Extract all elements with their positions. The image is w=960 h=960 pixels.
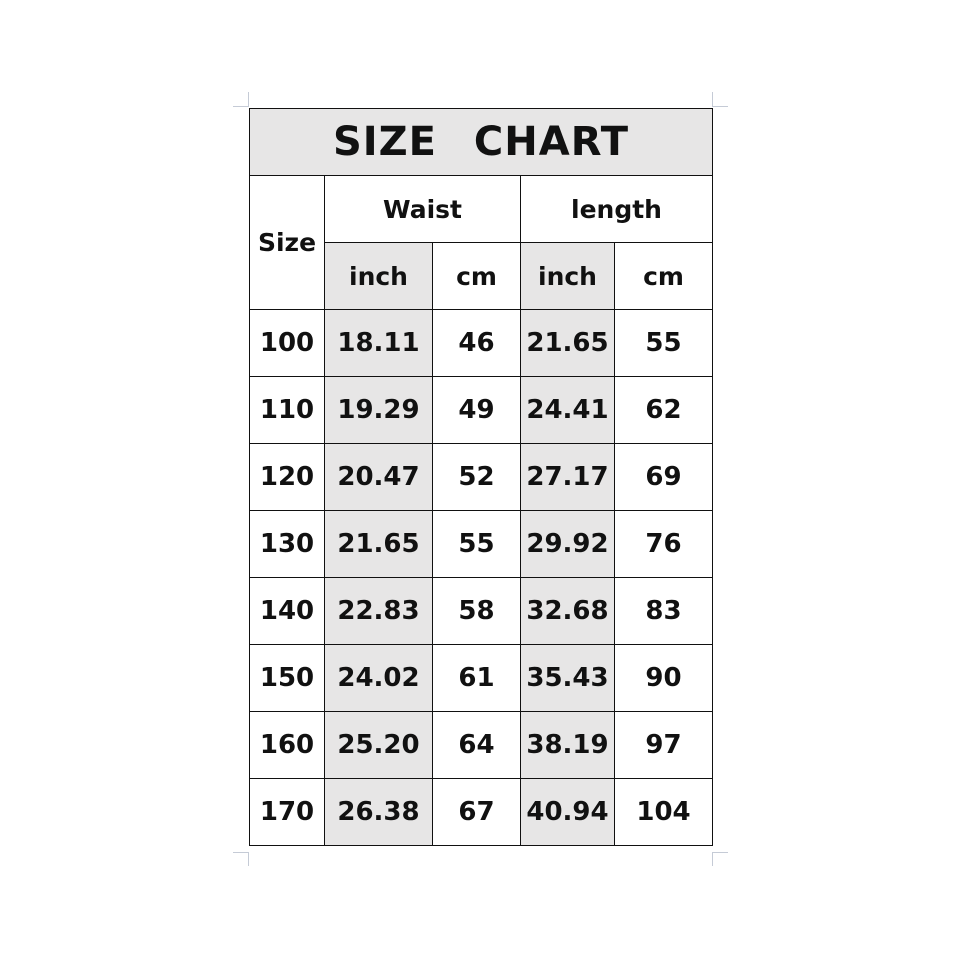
length-cm-cell: 97 <box>614 711 713 779</box>
size-chart-table: SIZE CHART Size Waist length inch cm inc… <box>249 108 713 846</box>
length-inch-header: inch <box>520 242 615 310</box>
waist-cm-cell: 55 <box>432 510 521 578</box>
waist-inch-cell: 21.65 <box>324 510 433 578</box>
waist-cm-cell: 61 <box>432 644 521 712</box>
length-inch-cell: 32.68 <box>520 577 615 645</box>
waist-inch-cell: 25.20 <box>324 711 433 779</box>
length-header: length <box>520 175 713 243</box>
length-cm-cell: 55 <box>614 309 713 377</box>
crop-mark <box>712 852 713 866</box>
waist-cm-cell: 46 <box>432 309 521 377</box>
chart-title: SIZE CHART <box>249 108 713 176</box>
size-cell: 140 <box>249 577 325 645</box>
table-row: 160 25.20 64 38.19 97 <box>249 711 713 779</box>
waist-cm-header: cm <box>432 242 521 310</box>
crop-mark <box>712 106 728 107</box>
length-inch-cell: 21.65 <box>520 309 615 377</box>
length-inch-cell: 40.94 <box>520 778 615 846</box>
table-row: 120 20.47 52 27.17 69 <box>249 443 713 511</box>
size-cell: 150 <box>249 644 325 712</box>
waist-cm-cell: 67 <box>432 778 521 846</box>
waist-inch-cell: 26.38 <box>324 778 433 846</box>
waist-cm-cell: 58 <box>432 577 521 645</box>
size-header: Size <box>249 175 325 310</box>
waist-cm-cell: 64 <box>432 711 521 779</box>
size-cell: 130 <box>249 510 325 578</box>
length-cm-cell: 90 <box>614 644 713 712</box>
crop-mark <box>233 852 249 853</box>
waist-inch-cell: 22.83 <box>324 577 433 645</box>
length-cm-cell: 83 <box>614 577 713 645</box>
length-cm-cell: 62 <box>614 376 713 444</box>
length-inch-cell: 27.17 <box>520 443 615 511</box>
length-inch-cell: 24.41 <box>520 376 615 444</box>
waist-inch-header: inch <box>324 242 433 310</box>
size-cell: 170 <box>249 778 325 846</box>
size-cell: 160 <box>249 711 325 779</box>
table-row: 130 21.65 55 29.92 76 <box>249 510 713 578</box>
length-cm-cell: 69 <box>614 443 713 511</box>
table-row: 150 24.02 61 35.43 90 <box>249 644 713 712</box>
waist-inch-cell: 18.11 <box>324 309 433 377</box>
length-cm-cell: 76 <box>614 510 713 578</box>
length-inch-cell: 35.43 <box>520 644 615 712</box>
crop-mark <box>712 92 713 106</box>
crop-mark <box>233 106 249 107</box>
length-inch-cell: 38.19 <box>520 711 615 779</box>
table-row: 100 18.11 46 21.65 55 <box>249 309 713 377</box>
crop-mark <box>712 852 728 853</box>
crop-mark <box>248 92 249 106</box>
crop-mark <box>248 852 249 866</box>
length-cm-header: cm <box>614 242 713 310</box>
length-cm-cell: 104 <box>614 778 713 846</box>
waist-inch-cell: 20.47 <box>324 443 433 511</box>
table-row: 170 26.38 67 40.94 104 <box>249 778 713 846</box>
waist-inch-cell: 24.02 <box>324 644 433 712</box>
waist-inch-cell: 19.29 <box>324 376 433 444</box>
size-cell: 100 <box>249 309 325 377</box>
waist-header: Waist <box>324 175 521 243</box>
waist-cm-cell: 52 <box>432 443 521 511</box>
size-cell: 120 <box>249 443 325 511</box>
length-inch-cell: 29.92 <box>520 510 615 578</box>
waist-cm-cell: 49 <box>432 376 521 444</box>
size-cell: 110 <box>249 376 325 444</box>
table-row: 140 22.83 58 32.68 83 <box>249 577 713 645</box>
table-row: 110 19.29 49 24.41 62 <box>249 376 713 444</box>
